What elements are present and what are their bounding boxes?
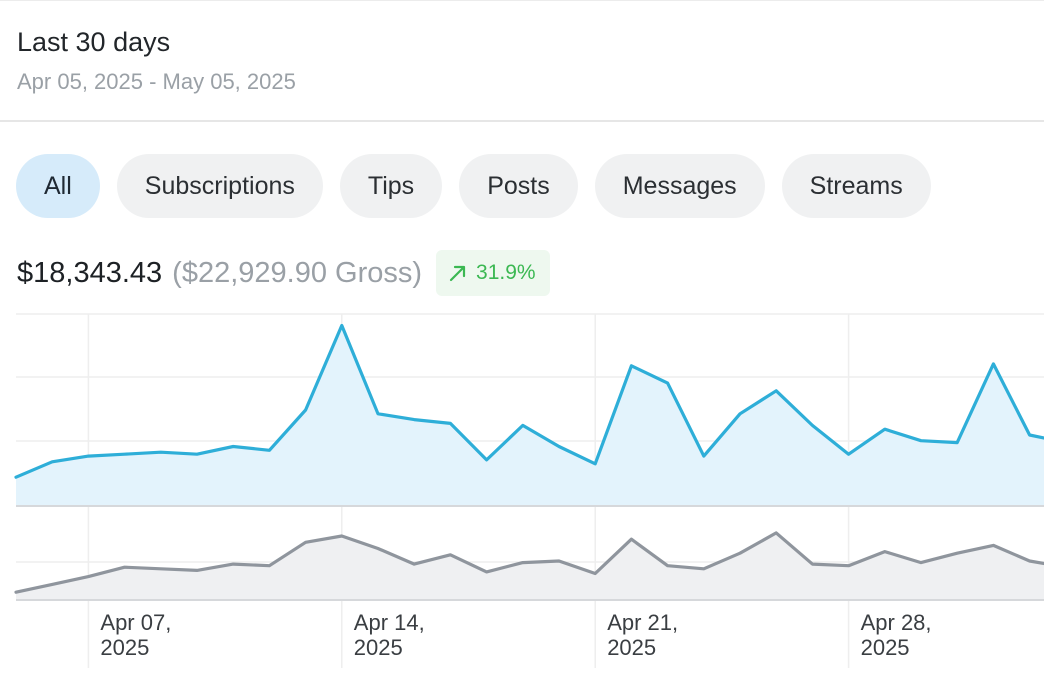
filter-chip-streams[interactable]: Streams	[781, 154, 931, 218]
change-percent: 31.9%	[476, 261, 536, 284]
change-badge: 31.9%	[436, 250, 550, 296]
filter-chip-subscriptions[interactable]: Subscriptions	[116, 154, 323, 218]
gross-amount: ($22,929.90 Gross)	[172, 256, 423, 289]
primary-series-area	[16, 325, 1044, 506]
filter-chip-tips[interactable]: Tips	[339, 154, 443, 218]
net-amount: $18,343.43	[17, 256, 163, 289]
x-tick-label-0: Apr 07, 2025	[100, 610, 171, 660]
x-tick-label-year: 2025	[861, 635, 910, 660]
header: Last 30 days Apr 05, 2025 - May 05, 2025	[17, 26, 296, 96]
x-tick-label-3: Apr 28, 2025	[861, 610, 932, 660]
x-tick-label-1: Apr 14, 2025	[354, 610, 425, 660]
secondary-series-line	[14, 531, 1044, 594]
secondary-series-area	[16, 532, 1044, 600]
x-tick-label-2: Apr 21, 2025	[607, 610, 678, 660]
x-tick-label-year: 2025	[607, 635, 656, 660]
filter-chip-all[interactable]: All	[16, 154, 100, 218]
date-range: Apr 05, 2025 - May 05, 2025	[17, 69, 296, 94]
filter-chips: All Subscriptions Tips Posts Messages St…	[16, 154, 931, 218]
filter-chip-posts[interactable]: Posts	[459, 154, 578, 218]
header-divider	[0, 120, 1044, 122]
primary-series-line	[14, 323, 1044, 479]
arrow-up-right-icon	[449, 265, 466, 282]
x-tick-label-date: Apr 28,	[861, 610, 932, 635]
x-tick-label-date: Apr 14,	[354, 610, 425, 635]
filter-chip-messages[interactable]: Messages	[594, 154, 765, 218]
top-border	[0, 0, 1044, 1]
x-tick-label-date: Apr 21,	[607, 610, 678, 635]
x-tick-label-date: Apr 07,	[100, 610, 171, 635]
period-title: Last 30 days	[17, 27, 171, 57]
x-tick-label-year: 2025	[100, 635, 149, 660]
earnings-summary: $18,343.43 ($22,929.90 Gross) 31.9%	[17, 250, 550, 296]
x-tick-label-year: 2025	[354, 635, 403, 660]
